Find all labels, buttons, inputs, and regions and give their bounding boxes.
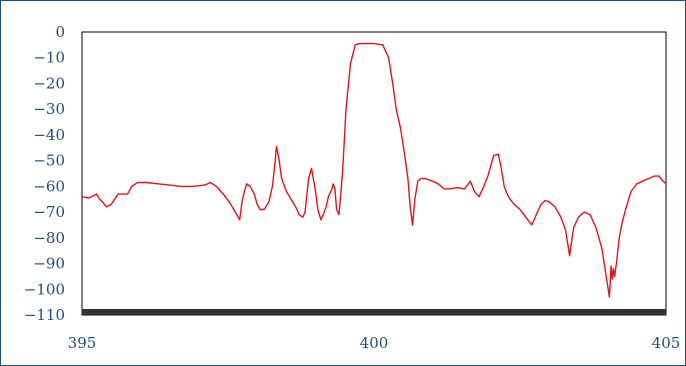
series-line bbox=[81, 42, 667, 298]
y-tick-label: −30 bbox=[33, 100, 65, 118]
y-tick-label: −60 bbox=[33, 177, 65, 195]
x-tick-label: 400 bbox=[360, 334, 389, 352]
y-tick-label: −80 bbox=[33, 229, 65, 247]
y-tick-label: −100 bbox=[24, 280, 65, 298]
y-tick-label: −90 bbox=[33, 255, 65, 273]
x-tick-label: 405 bbox=[652, 334, 681, 352]
x-tick-label: 395 bbox=[68, 334, 97, 352]
y-tick-label: −110 bbox=[24, 306, 65, 324]
x-axis: 395 400 405 bbox=[68, 334, 681, 352]
noise-floor-band bbox=[82, 309, 666, 315]
y-tick-label: −10 bbox=[33, 49, 65, 67]
y-tick-label: −40 bbox=[33, 126, 65, 144]
y-tick-label: 0 bbox=[55, 23, 65, 41]
y-tick-label: −50 bbox=[33, 152, 65, 170]
y-axis: 0 −10 −20 −30 −40 −50 −60 −70 −80 −90 −100 −110 bbox=[24, 23, 65, 324]
y-tick-label: −70 bbox=[33, 203, 65, 221]
plot-area bbox=[81, 31, 667, 316]
y-tick-label: −20 bbox=[33, 74, 65, 92]
